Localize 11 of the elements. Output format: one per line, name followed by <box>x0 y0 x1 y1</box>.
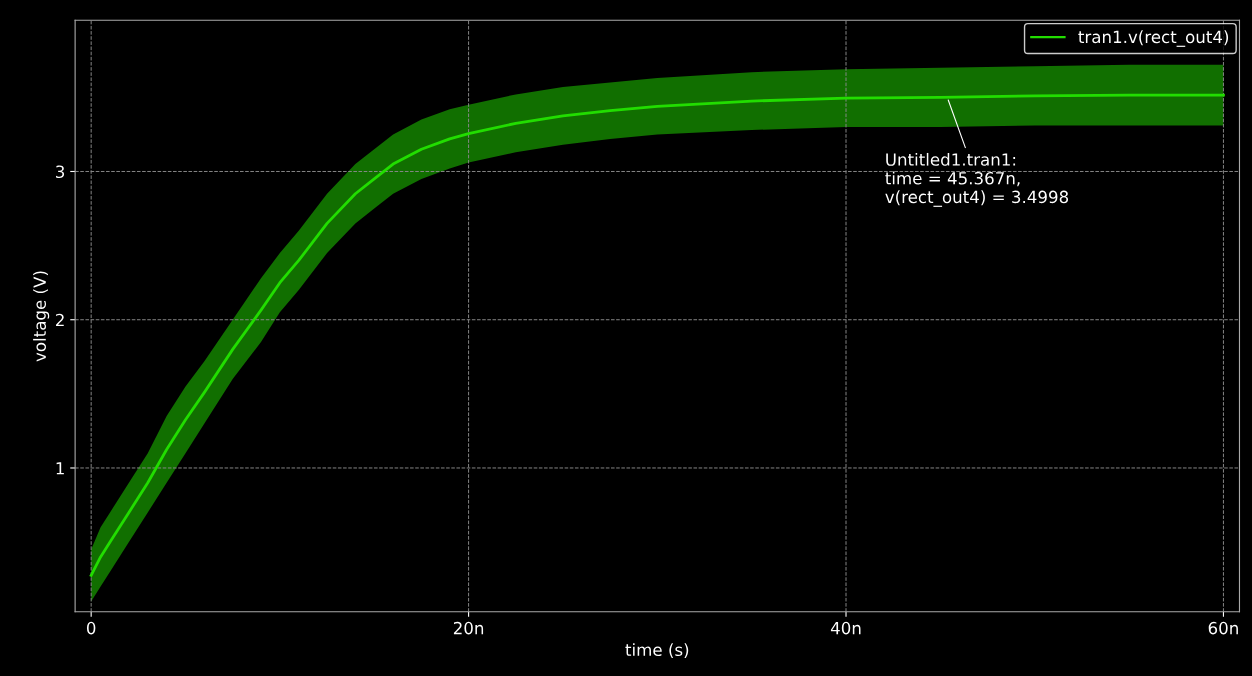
x-tick-label: 40n <box>830 621 861 635</box>
y-tick-label: 1 <box>56 462 64 475</box>
x-tick-label: 0 <box>86 621 96 635</box>
legend-label: tran1.v(rect_out4) <box>1078 30 1229 47</box>
y-tick-label: 2 <box>56 313 64 327</box>
y-tick-label: 3 <box>56 165 65 179</box>
x-tick-label: 20n <box>453 621 484 635</box>
y-axis-title: voltage (V) <box>33 271 50 362</box>
x-axis-title: time (s) <box>625 643 689 659</box>
x-tick-label: 60n <box>1208 621 1238 635</box>
annotation: Untitled1.tran1: time = 45.367n, v(rect_out4) = 3.4998 <box>885 152 1069 207</box>
